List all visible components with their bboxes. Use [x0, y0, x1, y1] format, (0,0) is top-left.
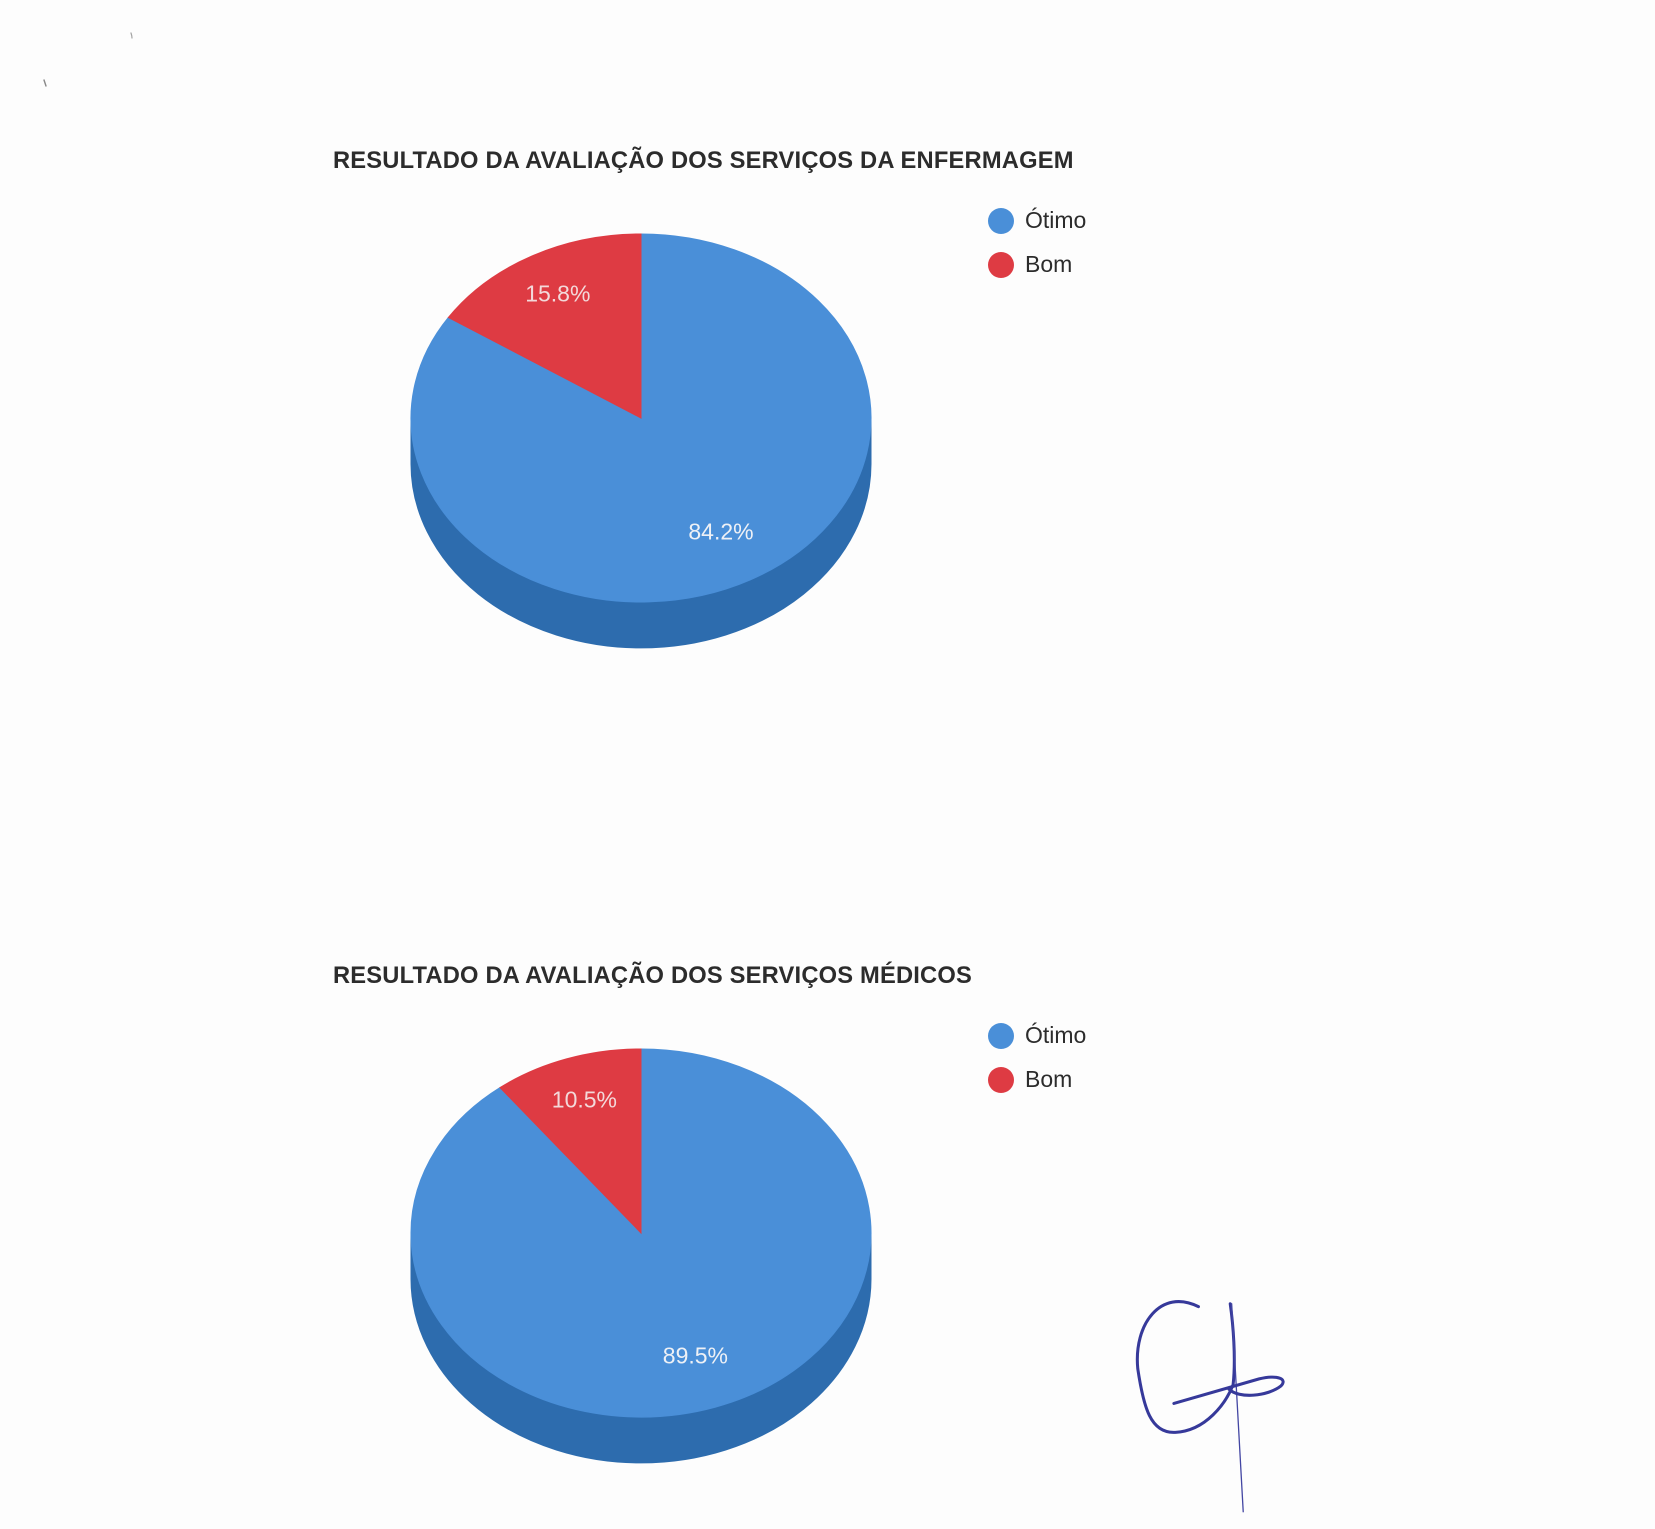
svg-text:84.2%: 84.2%: [688, 518, 753, 544]
svg-text:89.5%: 89.5%: [663, 1343, 728, 1369]
svg-text:10.5%: 10.5%: [552, 1087, 617, 1113]
svg-text:15.8%: 15.8%: [525, 281, 590, 307]
